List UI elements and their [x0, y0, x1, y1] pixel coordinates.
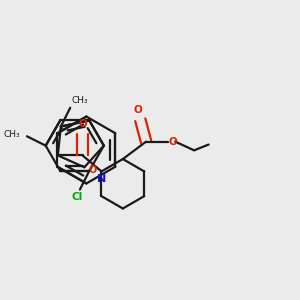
Text: O: O: [169, 136, 178, 147]
Text: O: O: [89, 165, 97, 175]
Text: O: O: [78, 119, 87, 129]
Text: O: O: [133, 105, 142, 116]
Text: N: N: [97, 174, 106, 184]
Text: CH₃: CH₃: [3, 130, 20, 139]
Text: CH₃: CH₃: [72, 96, 88, 105]
Text: Cl: Cl: [71, 193, 82, 202]
